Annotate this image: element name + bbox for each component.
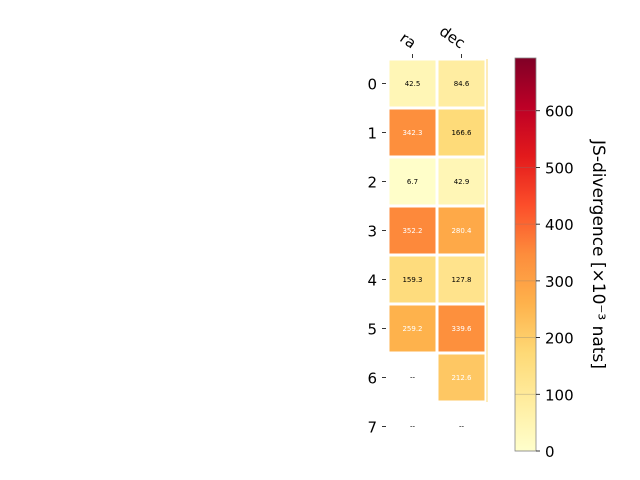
y-tick-label: 1	[367, 125, 377, 143]
y-tick-label: 3	[367, 223, 377, 241]
heatmap-cell	[438, 207, 485, 254]
colorbar-tick-label: 200	[545, 330, 574, 348]
y-tick-label: 0	[367, 76, 377, 94]
colorbar-tick-label: 0	[545, 443, 555, 461]
heatmap-cell	[438, 256, 485, 303]
x-tick-label: dec	[436, 22, 468, 52]
cell-value-label: 42.5	[405, 80, 421, 88]
y-tick-label: 6	[367, 370, 377, 388]
missing-cell-label: --	[410, 374, 416, 382]
colorbar-tick-label: 300	[545, 273, 574, 291]
cell-value-label: 212.6	[451, 374, 472, 382]
missing-cell-label: --	[459, 423, 465, 431]
heatmap-cell	[389, 256, 436, 303]
cell-value-label: 280.4	[451, 227, 472, 235]
colorbar: 0 100 200 300 400 500 600 JS-divergence [×10⁻³ …	[514, 57, 608, 461]
heatmap-cell	[389, 207, 436, 254]
missing-cell-label: --	[410, 423, 416, 431]
heatmap-cells	[389, 59, 488, 402]
cell-value-label: 342.3	[402, 129, 422, 137]
colorbar-gradient	[514, 57, 537, 452]
heatmap-cell	[389, 305, 436, 352]
cell-value-label: 339.6	[451, 325, 472, 333]
cell-value-label: 42.9	[454, 178, 470, 186]
heatmap-cell	[438, 158, 485, 205]
x-tick-label: ra	[397, 29, 420, 53]
heatmap-cell	[438, 354, 485, 401]
y-tick-label: 2	[367, 174, 377, 192]
heatmap-cell	[389, 60, 436, 107]
heatmap-cell	[389, 109, 436, 156]
y-tick-label: 5	[367, 321, 377, 339]
colorbar-tick-label: 600	[545, 103, 574, 121]
heatmap-cell	[438, 109, 485, 156]
heatmap-cell	[389, 158, 436, 205]
cell-value-label: 6.7	[407, 178, 418, 186]
colorbar-label: JS-divergence [×10⁻³ nats]	[588, 139, 608, 369]
heatmap-cell	[438, 60, 485, 107]
y-tick-label: 7	[367, 419, 377, 437]
heatmap-cell	[438, 305, 485, 352]
colorbar-tick-label: 100	[545, 386, 574, 404]
cell-value-labels: 42.5 84.6 342.3 166.6 6.7 42.9 352.2 280.4 159.3…	[402, 80, 472, 431]
colorbar-tick-label: 500	[545, 159, 574, 177]
cell-value-label: 127.8	[451, 276, 471, 284]
x-axis-ticks: ra dec	[397, 22, 469, 58]
cell-value-label: 166.6	[451, 129, 472, 137]
cell-value-label: 259.2	[402, 325, 422, 333]
cell-value-label: 84.6	[454, 80, 470, 88]
y-axis-ticks: 0 1 2 3 4 5 6 7	[367, 76, 386, 437]
cell-value-label: 352.2	[402, 227, 422, 235]
y-tick-label: 4	[367, 272, 377, 290]
cell-value-label: 159.3	[402, 276, 422, 284]
colorbar-tick-label: 400	[545, 216, 574, 234]
